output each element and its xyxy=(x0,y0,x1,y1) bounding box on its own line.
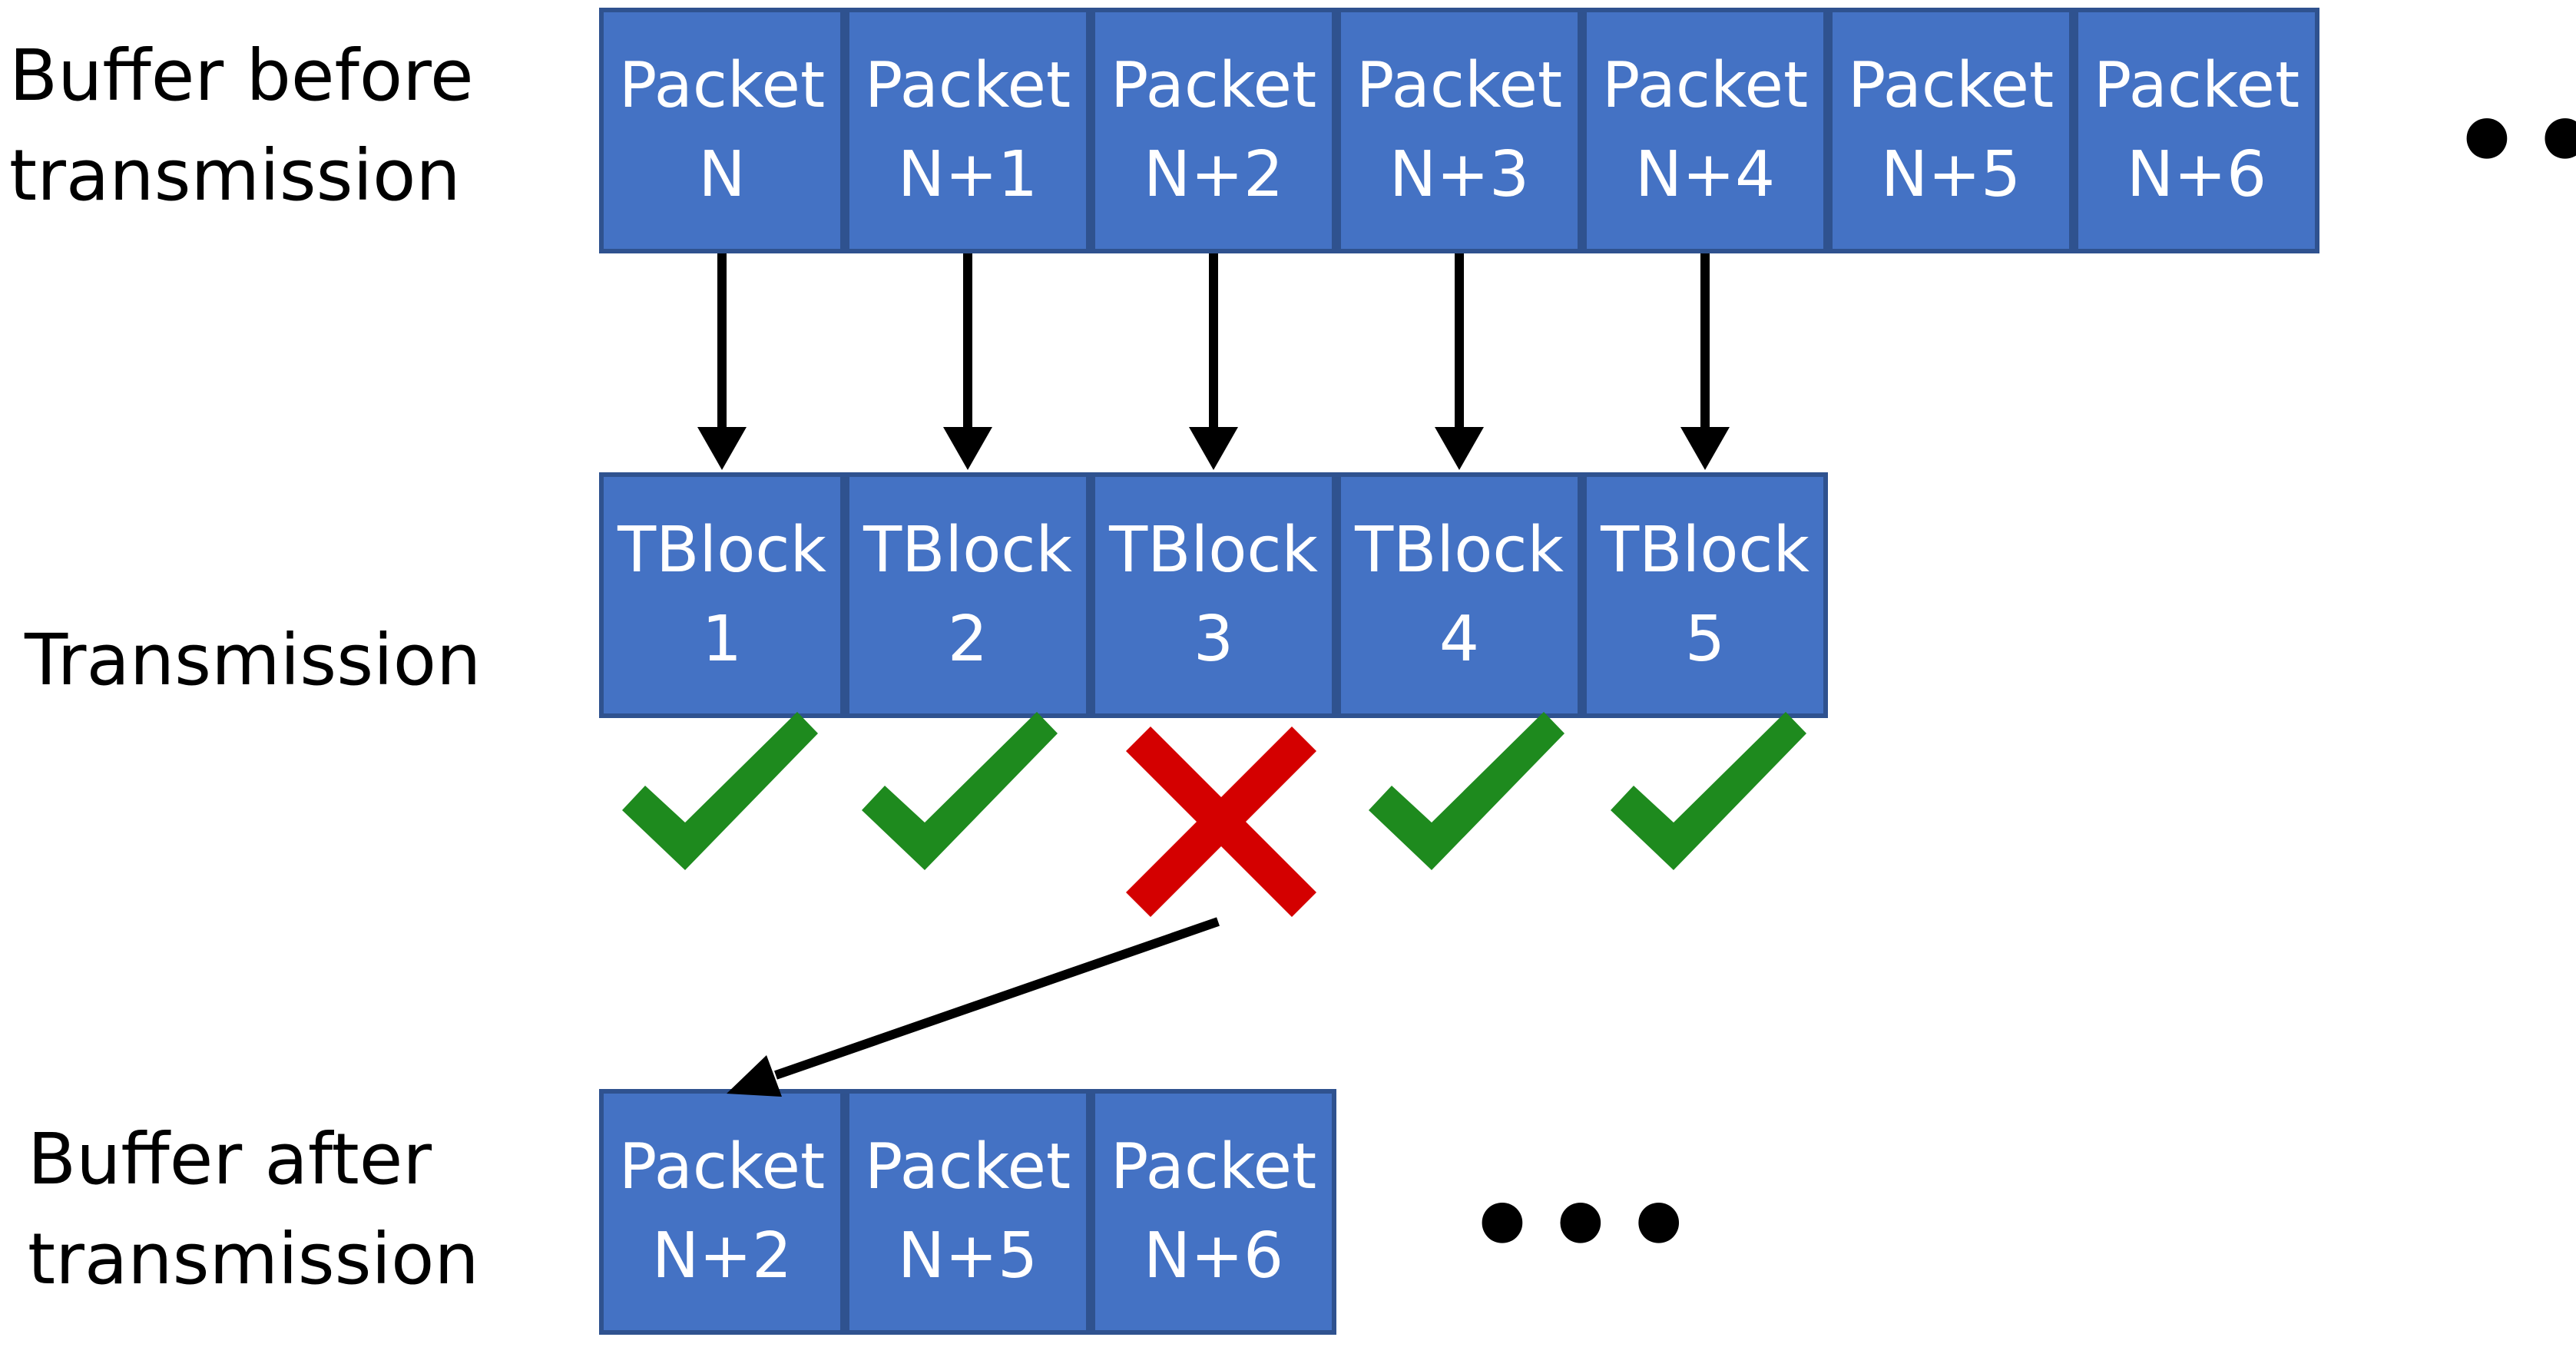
cell-title: TBlock xyxy=(1601,514,1809,587)
cell-title: Packet xyxy=(2093,49,2300,122)
cell-title: Packet xyxy=(1356,49,1563,122)
cell-title: TBlock xyxy=(863,514,1072,587)
cell-title: Packet xyxy=(1110,1130,1317,1203)
buffer-before-cell: Packet N+6 xyxy=(2074,8,2319,253)
tblock-cell: TBlock 2 xyxy=(845,472,1091,718)
cell-title: Packet xyxy=(864,1130,1071,1203)
label-transmission-text: Transmission xyxy=(25,619,482,701)
cell-id: N+5 xyxy=(897,1220,1038,1293)
down-arrow xyxy=(1189,253,1238,470)
cell-title: Packet xyxy=(864,49,1071,122)
buffer-before-cell: Packet N xyxy=(599,8,845,253)
label-buffer-before-line2: transmission xyxy=(9,134,461,217)
cell-id: N+6 xyxy=(2126,138,2267,211)
checkmark-icon xyxy=(1611,712,1806,870)
cell-id: 3 xyxy=(1193,603,1234,676)
retransmit-arrow xyxy=(727,917,1220,1097)
label-buffer-after-line1: Buffer after xyxy=(28,1118,432,1200)
cell-id: N+4 xyxy=(1634,138,1776,211)
cell-id: N+5 xyxy=(1880,138,2021,211)
cell-id: N+3 xyxy=(1389,138,1530,211)
buffer-before-cell: Packet N+4 xyxy=(1582,8,1828,253)
cell-id: 5 xyxy=(1684,603,1726,676)
cell-id: N+6 xyxy=(1143,1220,1284,1293)
checkmark-icon xyxy=(1369,712,1564,870)
down-arrow xyxy=(943,253,992,470)
down-arrow xyxy=(697,253,747,470)
cell-id: 1 xyxy=(701,603,743,676)
checkmark-icon xyxy=(622,712,818,870)
cell-id: N+2 xyxy=(1143,138,1284,211)
label-buffer-after: Buffer after transmission xyxy=(28,1110,479,1309)
cell-title: Packet xyxy=(1110,49,1317,122)
label-buffer-after-line2: transmission xyxy=(28,1218,479,1300)
label-buffer-before: Buffer before transmission xyxy=(9,26,474,226)
cell-title: TBlock xyxy=(618,514,826,587)
buffer-after-cell: Packet N+5 xyxy=(845,1089,1091,1335)
cell-id: 4 xyxy=(1439,603,1480,676)
label-buffer-before-line1: Buffer before xyxy=(9,35,474,117)
buffer-after-cell: Packet N+2 xyxy=(599,1089,845,1335)
cell-id: 2 xyxy=(947,603,988,676)
ellipsis-bottom: ••• xyxy=(1465,1160,1700,1293)
cell-title: TBlock xyxy=(1109,514,1318,587)
cell-title: Packet xyxy=(618,1130,826,1203)
cell-id: N+2 xyxy=(651,1220,793,1293)
cell-title: TBlock xyxy=(1355,514,1564,587)
tblock-cell: TBlock 4 xyxy=(1336,472,1582,718)
buffer-before-cell: Packet N+5 xyxy=(1828,8,2074,253)
cell-title: Packet xyxy=(1601,49,1809,122)
cell-title: Packet xyxy=(618,49,826,122)
buffer-before-cell: Packet N+3 xyxy=(1336,8,1582,253)
checkmark-icon xyxy=(862,712,1058,870)
down-arrow xyxy=(1435,253,1484,470)
buffer-before-cell: Packet N+1 xyxy=(845,8,1091,253)
down-arrow xyxy=(1680,253,1730,470)
tblock-cell: TBlock 3 xyxy=(1091,472,1336,718)
cell-title: Packet xyxy=(1847,49,2055,122)
ellipsis-top: ••• xyxy=(2450,75,2576,209)
buffer-after-cell: Packet N+6 xyxy=(1091,1089,1336,1335)
cross-icon xyxy=(1126,727,1316,917)
tblock-cell: TBlock 5 xyxy=(1582,472,1828,718)
tblock-cell: TBlock 1 xyxy=(599,472,845,718)
cell-id: N+1 xyxy=(897,138,1038,211)
cell-id: N xyxy=(698,138,746,211)
label-transmission: Transmission xyxy=(25,611,481,710)
buffer-before-cell: Packet N+2 xyxy=(1091,8,1336,253)
